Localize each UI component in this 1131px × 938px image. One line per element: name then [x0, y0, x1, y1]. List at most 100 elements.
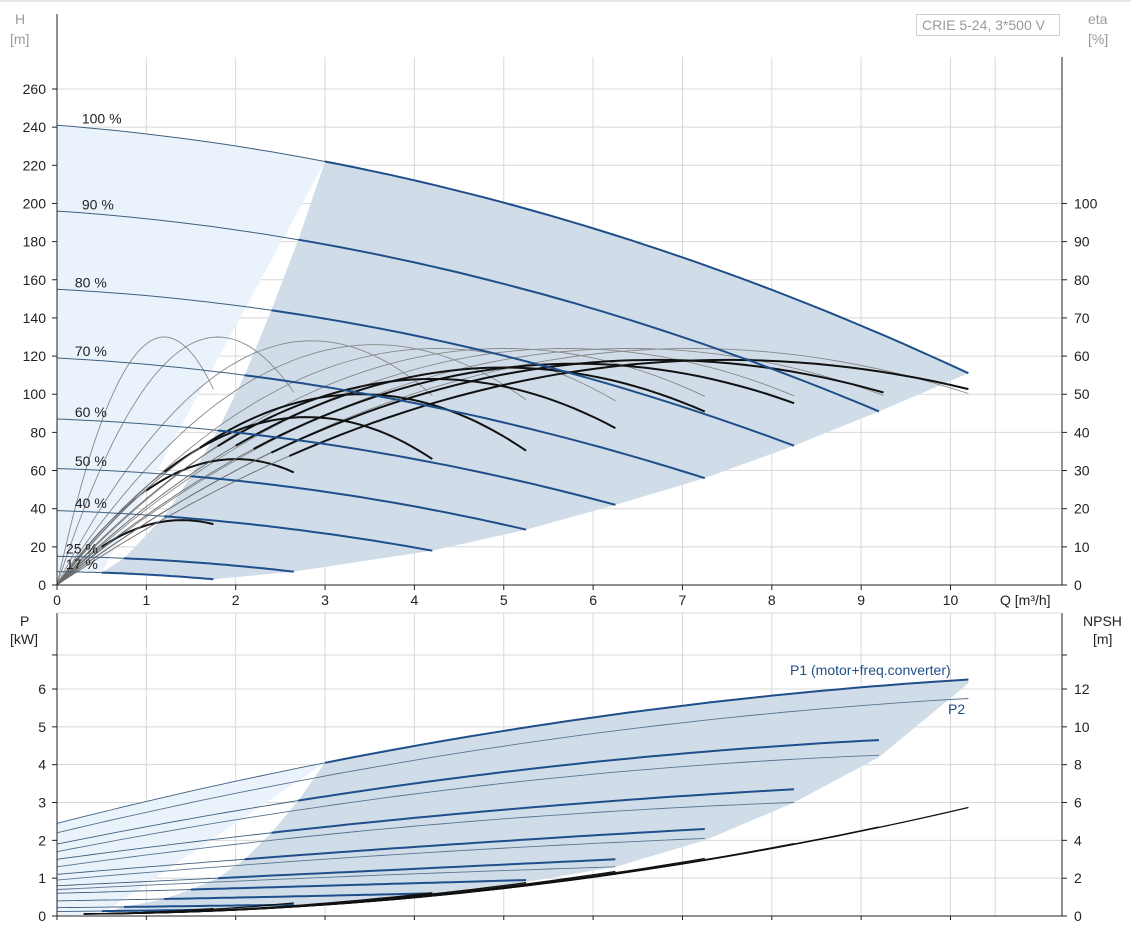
speed-curve-thin [56, 288, 272, 311]
npsh-tick-label: 0 [1074, 908, 1082, 924]
power-tick-label: 4 [38, 757, 46, 773]
speed-curve-thin [56, 210, 299, 241]
npsh-axis-unit: [m] [1093, 631, 1112, 647]
head-tick-label: 80 [30, 424, 46, 440]
power-operating-region [101, 679, 969, 915]
total-efficiency-curve [288, 358, 969, 457]
head-tick-label: 200 [23, 195, 47, 211]
total-efficiency-curve [270, 358, 884, 454]
speed-curve [298, 238, 880, 413]
p2-curve [56, 837, 705, 881]
speed-label: 40 % [75, 495, 107, 511]
npsh-tick-label: 2 [1074, 870, 1082, 886]
eta-tick-label: 40 [1074, 424, 1090, 440]
efficiency-curve [56, 348, 795, 586]
flow-tick-label: 9 [857, 592, 865, 608]
p1-curve [324, 678, 969, 764]
head-tick-label: 140 [23, 310, 47, 326]
speed-curve [101, 571, 214, 581]
flow-tick-label: 8 [768, 592, 776, 608]
eta-tick-label: 30 [1074, 463, 1090, 479]
speed-curve [324, 160, 969, 375]
speed-label: 70 % [75, 343, 107, 359]
head-operating-regions [57, 125, 969, 580]
head-tick-label: 60 [30, 463, 46, 479]
low-speed-power-region [57, 762, 325, 916]
power-tick-label: 5 [38, 719, 46, 735]
npsh-curve [83, 907, 214, 915]
power-curves [56, 678, 969, 913]
total-efficiency-curve-thin [56, 455, 290, 586]
p1-curve [164, 892, 433, 900]
efficiency-curve [56, 344, 527, 586]
speed-curve-thin [56, 418, 218, 431]
head-tick-label: 180 [23, 234, 47, 250]
flow-tick-label: 0 [53, 592, 61, 608]
flow-tick-label: 1 [142, 592, 150, 608]
speed-curve [164, 515, 433, 552]
total-efficiency-curve-thin [56, 452, 272, 586]
p1-curve-thin [56, 800, 299, 845]
p2-curve [56, 802, 795, 868]
p1-curve-thin [56, 762, 326, 824]
flow-tick-label: 6 [589, 592, 597, 608]
p1-curve [190, 879, 527, 891]
total-efficiency-curve [253, 362, 795, 450]
power-tick-label: 1 [38, 870, 46, 886]
efficiency-curve [56, 340, 433, 586]
head-chart-panel: 0204060801001201401601802002202402600102… [0, 0, 1131, 608]
total-efficiency-curve-thin [56, 447, 201, 586]
eta-tick-label: 10 [1074, 539, 1090, 555]
p1-curve-thin [56, 898, 165, 902]
p1-curve [298, 739, 880, 802]
p2-curve-label: P2 [948, 701, 965, 717]
power-axis-label: P [20, 613, 29, 629]
speed-curve [244, 374, 706, 480]
flow-axis-label: Q [m³/h] [1000, 592, 1051, 608]
p1-curve [271, 788, 795, 834]
p1-curve [244, 828, 705, 861]
flow-tick-label: 2 [232, 592, 240, 608]
total-efficiency-curve [145, 458, 295, 492]
speed-label: 100 % [82, 111, 122, 127]
eta-tick-label: 70 [1074, 310, 1090, 326]
flow-tick-label: 10 [943, 592, 959, 608]
head-tick-label: 0 [38, 577, 46, 593]
head-tick-label: 240 [23, 119, 47, 135]
power-axis-unit: [kW] [10, 631, 38, 647]
speed-curve-thin [56, 124, 326, 162]
flow-tick-label: 3 [321, 592, 329, 608]
speed-curve-thin [56, 510, 165, 517]
p1-curve-thin [56, 858, 245, 875]
power-operating-regions [57, 679, 969, 916]
efficiency-curve [56, 348, 705, 586]
p1-curve-thin [56, 906, 125, 909]
eta-tick-label: 50 [1074, 386, 1090, 402]
head-axis-unit: [m] [10, 31, 29, 47]
npsh-tick-label: 6 [1074, 795, 1082, 811]
eta-axis-label: eta [1088, 11, 1108, 27]
flow-tick-label: 5 [500, 592, 508, 608]
head-tick-label: 120 [23, 348, 47, 364]
efficiency-curve [56, 336, 295, 586]
head-tick-label: 40 [30, 501, 46, 517]
speed-curve [123, 557, 294, 573]
p1-curve-label: P1 (motor+freq.converter) [790, 662, 951, 678]
eta-tick-label: 100 [1074, 195, 1098, 211]
eta-axis-unit: [%] [1088, 31, 1108, 47]
p2-curve [56, 698, 969, 834]
npsh-tick-label: 10 [1074, 719, 1090, 735]
total-efficiency-curve [217, 378, 616, 448]
flow-tick-label: 7 [679, 592, 687, 608]
speed-curve-thin [56, 468, 192, 477]
flow-tick-label: 4 [411, 592, 419, 608]
legend-box: CRIE 5-24, 3*500 V [916, 14, 1060, 36]
speed-labels: 100 % 90 % 80 % 70 % 60 % 50 % 40 % 25 %17 % [66, 111, 122, 572]
p1-curve-thin [56, 832, 272, 860]
low-speed-region [57, 125, 325, 573]
head-tick-label: 100 [23, 386, 47, 402]
operating-region [101, 161, 969, 580]
head-tick-label: 20 [30, 539, 46, 555]
